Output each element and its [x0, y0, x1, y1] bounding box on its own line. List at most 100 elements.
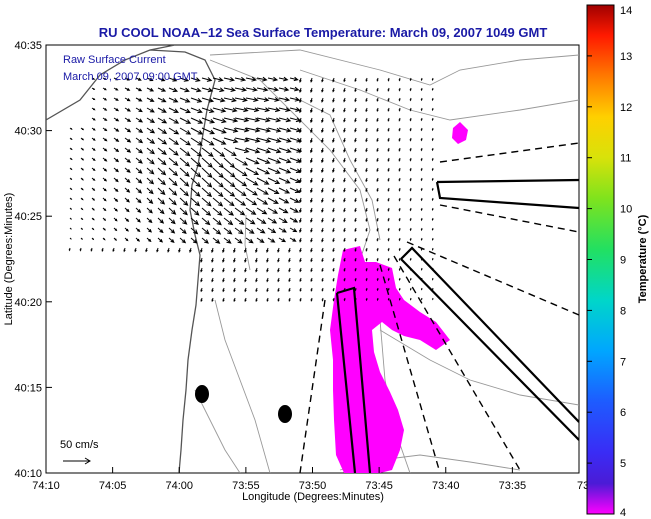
current-vector: [288, 257, 291, 263]
current-vector: [157, 177, 166, 186]
current-vector: [298, 177, 302, 184]
current-vector: [267, 147, 282, 154]
current-vector: [245, 157, 260, 165]
current-vector: [80, 237, 83, 240]
y-tick-label: 40:20: [14, 297, 42, 309]
current-vector: [135, 137, 144, 144]
current-vector: [190, 237, 198, 244]
current-vector: [409, 137, 412, 142]
current-vector: [310, 107, 313, 114]
current-vector: [102, 157, 108, 162]
current-vector: [431, 167, 434, 172]
current-vector: [365, 217, 368, 223]
current-vector: [157, 127, 168, 135]
current-vector: [244, 257, 247, 263]
current-vector: [244, 277, 247, 283]
current-vector: [343, 87, 346, 93]
current-vector: [223, 167, 236, 178]
current-vector: [376, 257, 379, 262]
current-vector: [343, 157, 346, 163]
current-vector: [387, 277, 390, 282]
marker-dot: [195, 385, 209, 403]
current-vector: [299, 267, 302, 273]
current-vector: [91, 207, 95, 211]
legend-line-1: Raw Surface Current: [63, 54, 166, 66]
current-vector: [190, 87, 202, 93]
current-vector: [310, 267, 313, 273]
current-vector: [398, 247, 401, 252]
current-vector: [200, 267, 203, 273]
current-vector: [298, 147, 302, 154]
current-vector: [90, 247, 93, 252]
current-vector: [321, 277, 324, 282]
current-vector: [431, 227, 434, 231]
sector-lines: [299, 142, 579, 473]
current-vector: [343, 187, 346, 193]
chart-title: RU COOL NOAA−12 Sea Surface Temperature:…: [99, 25, 548, 40]
current-vector: [124, 197, 130, 203]
current-vector: [365, 187, 368, 193]
current-vector: [179, 107, 191, 114]
current-vector: [289, 187, 301, 193]
current-vector: [146, 167, 155, 175]
current-vector: [256, 207, 268, 215]
current-vector: [135, 107, 143, 113]
current-vector: [190, 197, 201, 207]
current-vector: [343, 77, 346, 83]
current-vector: [179, 87, 190, 93]
current-vector: [432, 277, 434, 281]
current-vector: [102, 87, 107, 91]
current-vector: [200, 287, 203, 293]
current-vector: [409, 237, 412, 242]
current-vector: [365, 117, 368, 123]
current-vector: [321, 137, 324, 144]
current-vector: [201, 87, 214, 93]
current-vector: [113, 227, 118, 232]
current-vector: [278, 177, 291, 184]
current-vector: [354, 107, 357, 113]
current-vector: [376, 127, 379, 133]
current-vector: [124, 237, 129, 242]
current-vector: [310, 127, 313, 134]
current-vector: [113, 207, 118, 212]
current-vector: [267, 237, 276, 243]
current-vector: [376, 87, 379, 92]
current-vector: [222, 287, 225, 293]
current-vector: [354, 127, 357, 133]
current-vector: [398, 97, 401, 102]
current-vector: [420, 197, 423, 202]
current-vector: [233, 257, 236, 263]
current-vector: [387, 147, 390, 153]
current-vector: [267, 117, 282, 123]
current-vector: [278, 137, 292, 143]
current-vector: [387, 257, 390, 262]
current-vector: [223, 127, 239, 133]
current-vector: [289, 217, 299, 223]
box-outlines: [335, 178, 579, 473]
current-vector: [398, 257, 401, 262]
current-vector: [266, 287, 269, 293]
current-vector: [201, 237, 209, 244]
current-vector: [343, 277, 346, 282]
current-vector: [310, 197, 313, 204]
current-vector: [124, 217, 130, 222]
current-vector: [387, 97, 390, 102]
current-vector: [190, 147, 203, 157]
current-vector: [409, 217, 412, 222]
current-vector: [245, 237, 254, 244]
current-vector: [146, 227, 153, 233]
current-vector: [212, 177, 224, 188]
current-vector: [102, 207, 107, 212]
current-vector: [69, 237, 72, 240]
current-vector: [178, 247, 181, 253]
current-vector: [91, 237, 95, 241]
current-vector: [91, 147, 96, 151]
current-vector: [398, 267, 401, 272]
current-vector: [179, 77, 190, 82]
current-vector: [146, 127, 156, 134]
current-vector: [212, 207, 223, 216]
current-vector: [168, 157, 179, 167]
current-vector: [321, 257, 324, 263]
current-vector: [398, 137, 401, 142]
current-vector: [332, 267, 335, 272]
